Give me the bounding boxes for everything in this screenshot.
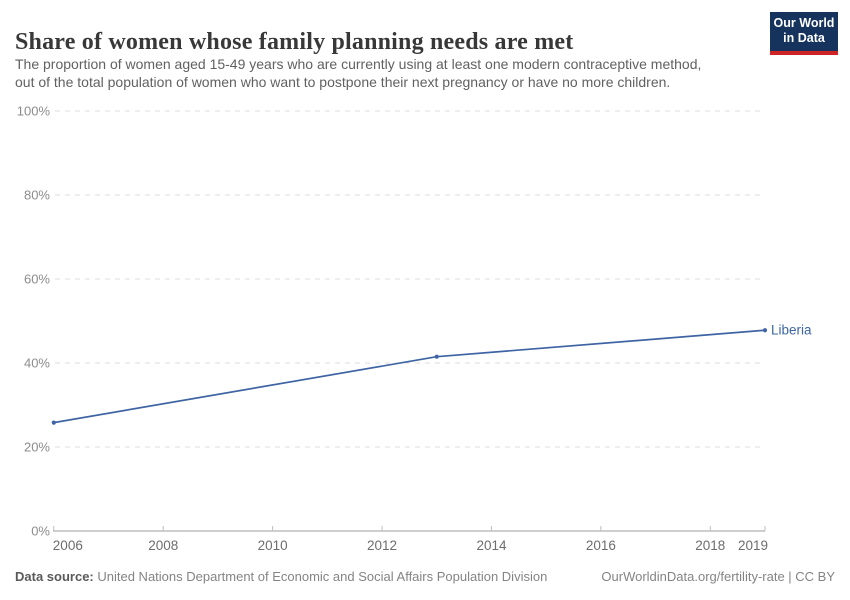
attribution-link[interactable]: OurWorldinData.org/fertility-rate | CC B… xyxy=(601,569,835,584)
x-axis-tick-label: 2006 xyxy=(53,538,83,553)
x-axis-tick-label: 2018 xyxy=(695,538,725,553)
x-axis-tick-label: 2012 xyxy=(367,538,397,553)
owid-logo-line2: in Data xyxy=(783,31,825,45)
chart-svg: 0% 20% 40% 60% 80% 100% 2006 2008 2010 2012 2014 20… xyxy=(17,104,812,554)
chart-subtitle-line2: out of the total population of women who… xyxy=(15,73,671,90)
data-source: Data source: United Nations Department o… xyxy=(15,569,547,584)
x-axis-tick-label: 2008 xyxy=(148,538,178,553)
chart-subtitle-line1: The proportion of women aged 15-49 years… xyxy=(15,56,702,72)
data-point[interactable] xyxy=(434,354,439,359)
x-axis-tick-label: 2016 xyxy=(586,538,616,553)
y-axis-tick-label: 20% xyxy=(24,440,50,455)
y-axis-tick-label: 0% xyxy=(31,524,50,539)
y-axis-tick-label: 40% xyxy=(24,356,50,371)
x-axis-tick-label: 2010 xyxy=(258,538,288,553)
chart-subtitle: The proportion of women aged 15-49 years… xyxy=(15,56,775,91)
y-axis-tick-label: 100% xyxy=(17,104,51,119)
owid-logo-line1: Our World xyxy=(773,16,835,30)
entity-label[interactable]: Liberia xyxy=(771,323,812,338)
page-title: Share of women whose family planning nee… xyxy=(15,29,574,56)
y-axis-tick-label: 60% xyxy=(24,272,50,287)
x-axis-tick-label: 2019 xyxy=(738,538,768,553)
data-source-label: Data source: xyxy=(15,569,94,584)
data-source-text: United Nations Department of Economic an… xyxy=(93,569,548,584)
y-axis-tick-label: 80% xyxy=(24,188,50,203)
owid-logo[interactable]: Our World in Data xyxy=(770,12,838,55)
series-line[interactable] xyxy=(52,329,766,424)
chart-footer: Data source: United Nations Department o… xyxy=(15,569,835,584)
data-point[interactable] xyxy=(51,420,56,425)
x-axis-tick-label: 2014 xyxy=(476,538,507,553)
owid-logo-accent-bar xyxy=(770,51,838,55)
data-point[interactable] xyxy=(762,328,768,333)
